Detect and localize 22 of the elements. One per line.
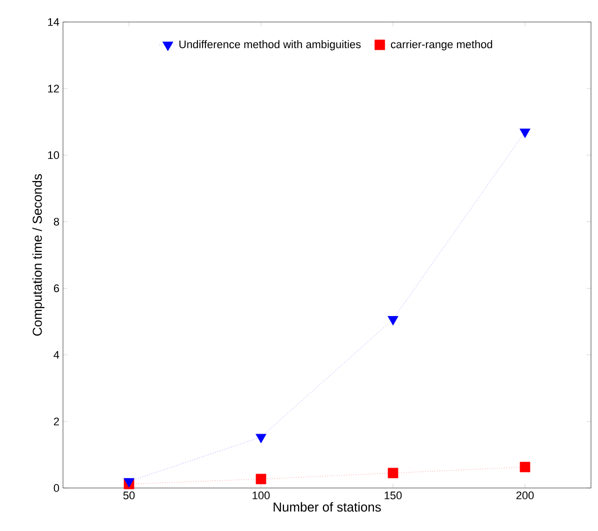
x-axis-title: Number of stations (274, 502, 381, 512)
y-tick-label: 0 (54, 484, 60, 492)
point (256, 474, 266, 484)
point (256, 434, 266, 444)
y-tick-label: 10 (48, 151, 60, 160)
y-tick-label: 4 (54, 351, 60, 359)
x-tick-label: 200 (516, 492, 534, 500)
point (520, 128, 530, 138)
y-tick-label: 8 (54, 218, 59, 226)
x-tick-label: 100 (252, 492, 270, 500)
y-tick-label: 6 (54, 284, 59, 292)
y-tick-label: 14 (48, 18, 60, 26)
x-tick-label: 150 (384, 492, 402, 500)
y-tick-label: 12 (48, 84, 59, 92)
x-tick-label: 50 (123, 492, 135, 500)
legend-label: Undifference method with ambiguities (179, 40, 361, 50)
legend-label: carrier-range method (390, 40, 492, 50)
point (388, 316, 398, 326)
point (520, 462, 530, 472)
y-tick-label: 2 (54, 418, 59, 426)
y-axis-title: Computation time / Seconds (32, 174, 44, 336)
point (388, 468, 398, 478)
